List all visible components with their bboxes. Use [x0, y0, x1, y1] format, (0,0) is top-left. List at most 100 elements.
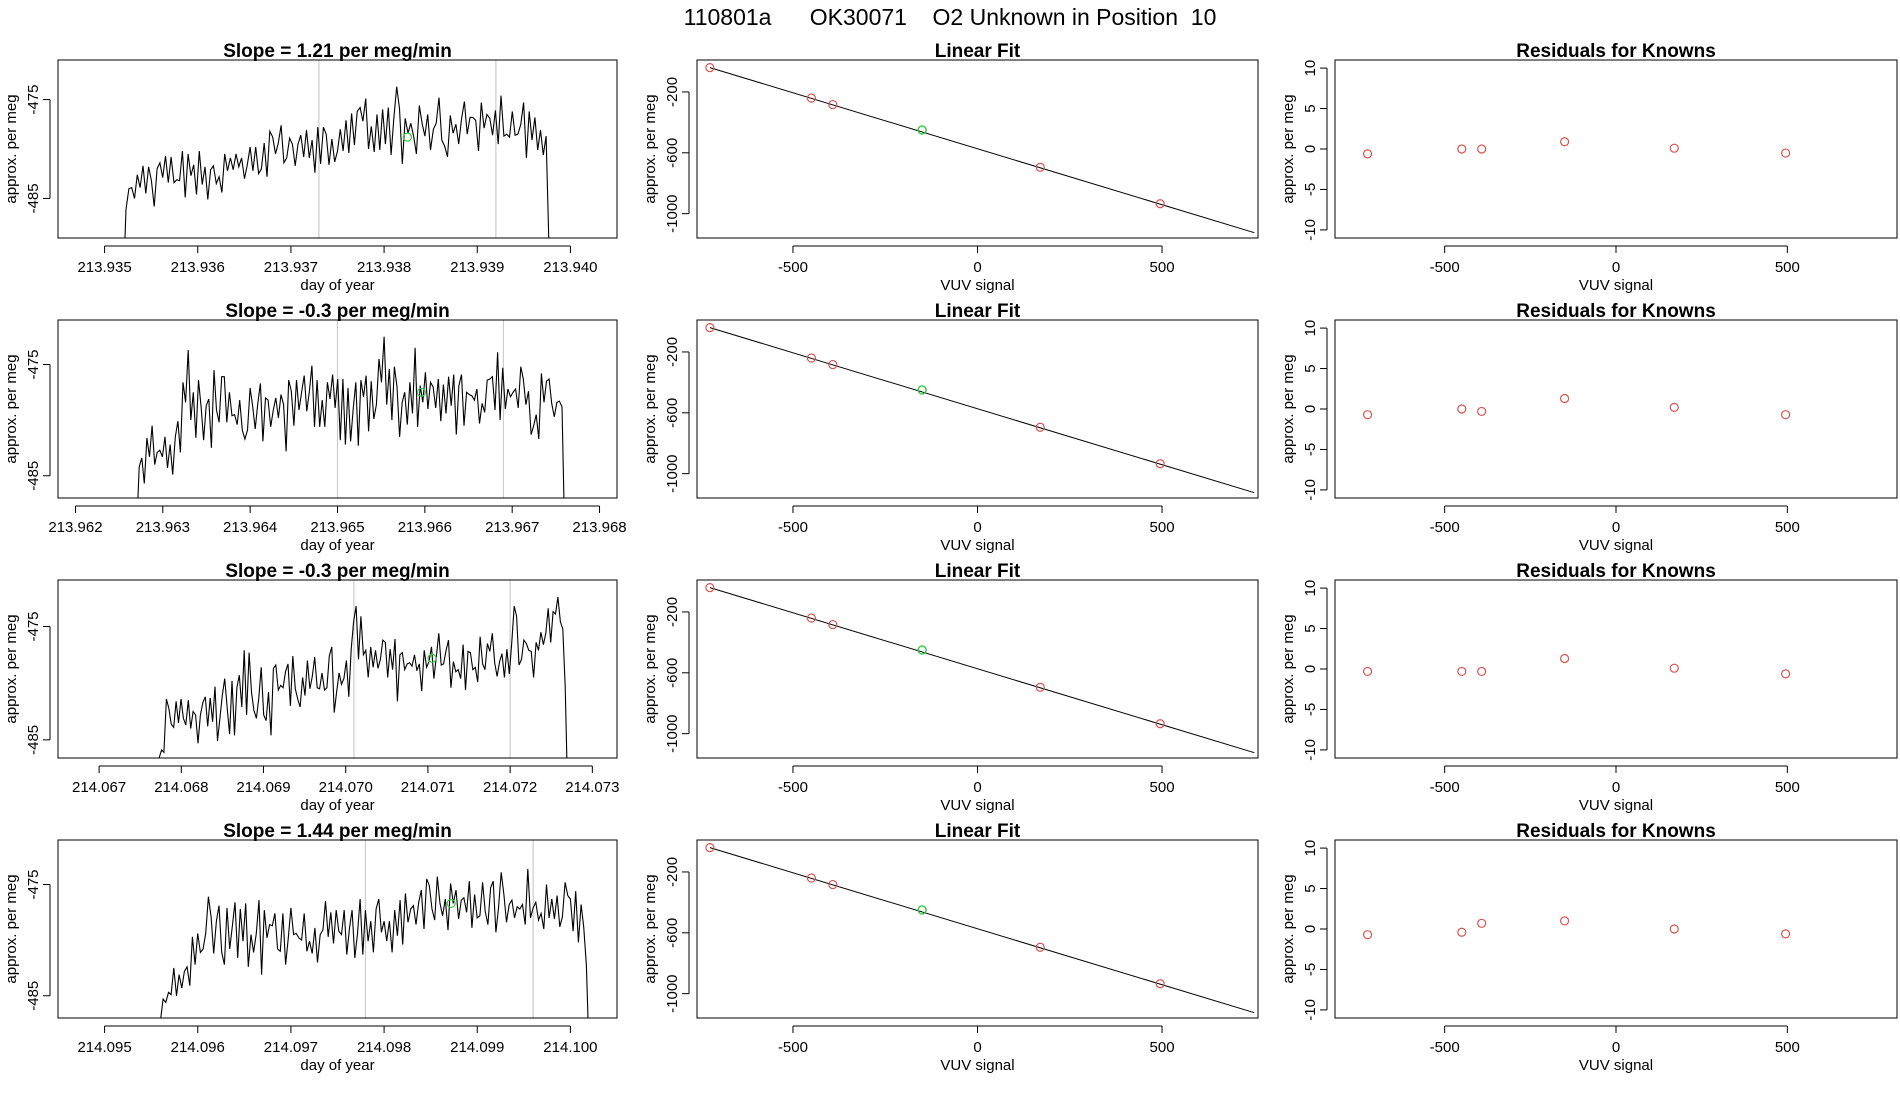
plot-area — [1362, 137, 1791, 159]
y-tick-label: 0 — [1302, 145, 1319, 153]
series-line — [158, 596, 568, 758]
x-axis: -500 0 500 — [778, 245, 1175, 276]
plot-frame — [1334, 579, 1898, 759]
x-tick-label: 214.097 — [264, 1039, 318, 1056]
x-tick-label: 214.096 — [171, 1039, 225, 1056]
y-axis-label: approx. per meg — [642, 354, 659, 463]
y-tick-label: -200 — [664, 337, 681, 367]
y-tick-label: 0 — [1302, 925, 1319, 933]
plot-area — [158, 580, 568, 758]
fit-line — [709, 847, 1255, 1014]
residual-point — [1669, 143, 1679, 153]
y-axis: 10 5 0 -5 -10 — [1302, 320, 1328, 501]
y-tick-label: 5 — [1302, 624, 1319, 632]
x-tick-label: -500 — [778, 779, 808, 796]
x-tick-label: 500 — [1775, 779, 1800, 796]
known-point — [1035, 682, 1045, 692]
plot-area — [1362, 916, 1791, 940]
y-tick-label: -10 — [1302, 739, 1319, 761]
panel-title: Residuals for Knowns — [1516, 821, 1716, 842]
x-axis-label: VUV signal — [1579, 277, 1653, 294]
x-tick-label: 214.071 — [401, 779, 455, 796]
plot-frame — [1334, 319, 1898, 499]
y-tick-label: -1000 — [664, 194, 681, 232]
y-axis-label: approx. per meg — [1280, 94, 1297, 203]
panel-time-series-row-2: 213.962 213.963 213.964 213.965 213.966 213.9… — [3, 301, 627, 554]
x-tick-label: 0 — [1612, 1039, 1620, 1056]
unknown-point — [917, 645, 927, 655]
unknown-point — [427, 653, 437, 663]
y-tick-label: -5 — [1302, 443, 1319, 456]
y-tick-label: -475 — [25, 611, 42, 641]
known-point — [806, 613, 817, 623]
panel-linear-fit-row-4: -500 0 500 -200 -600 -1000 Linear Fit VUV signa… — [642, 821, 1259, 1074]
plot-frame — [696, 59, 1259, 239]
residual-point — [1559, 393, 1570, 404]
y-tick-label: 10 — [1302, 840, 1319, 857]
x-tick-label: 213.937 — [264, 259, 318, 276]
x-axis: 213.962 213.963 213.964 213.965 213.966 213.9… — [48, 505, 627, 536]
y-axis-label: approx. per meg — [642, 874, 659, 983]
y-tick-label: -475 — [25, 869, 42, 899]
x-axis-label: VUV signal — [940, 277, 1014, 294]
unknown-point — [917, 905, 927, 915]
x-axis: 213.935 213.936 213.937 213.938 213.939 213.9… — [77, 245, 598, 276]
residual-point — [1477, 666, 1487, 677]
series-line — [160, 868, 589, 1018]
y-tick-label: 10 — [1302, 60, 1319, 77]
plot-frame — [696, 839, 1259, 1019]
panel-time-series-row-1: 213.935 213.936 213.937 213.938 213.939 213.9… — [3, 41, 618, 294]
y-axis-label: approx. per meg — [3, 354, 20, 463]
y-tick-label: -485 — [25, 725, 42, 755]
y-tick-label: -5 — [1302, 963, 1319, 976]
x-tick-label: -500 — [778, 259, 808, 276]
x-axis-label: day of year — [300, 1057, 374, 1074]
x-axis-label: day of year — [300, 277, 374, 294]
fit-line — [709, 327, 1255, 494]
panel-time-series-row-4: 214.095 214.096 214.097 214.098 214.099 214.1… — [3, 821, 618, 1074]
y-tick-label: -10 — [1302, 999, 1319, 1021]
y-axis-label: approx. per meg — [642, 614, 659, 723]
y-tick-label: -5 — [1302, 183, 1319, 196]
panel-residuals-row-1: -500 0 500 10 5 0 -5 -10 Residuals for Knowns VUV… — [1280, 41, 1898, 294]
x-tick-label: 214.067 — [72, 779, 126, 796]
y-axis: -200 -600 -1000 — [664, 857, 690, 1013]
y-axis: -200 -600 -1000 — [664, 77, 690, 233]
panel-title: Residuals for Knowns — [1516, 301, 1716, 322]
x-tick-label: 214.069 — [236, 779, 290, 796]
x-axis: -500 0 500 — [1430, 505, 1800, 536]
y-tick-label: 5 — [1302, 364, 1319, 372]
panel-title: Linear Fit — [935, 821, 1021, 842]
plot-area — [124, 60, 550, 238]
x-tick-label: 214.098 — [357, 1039, 411, 1056]
y-tick-label: 5 — [1302, 104, 1319, 112]
unknown-point — [917, 125, 927, 135]
panel-title: Slope = -0.3 per meg/min — [225, 301, 449, 322]
x-tick-label: 214.068 — [154, 779, 208, 796]
series-line — [137, 336, 565, 498]
x-axis: 214.067 214.068 214.069 214.070 214.071 214.0… — [72, 765, 619, 796]
plot-frame — [696, 579, 1259, 759]
residual-point — [1669, 402, 1679, 412]
x-tick-label: 0 — [1612, 519, 1620, 536]
panel-title: Slope = 1.44 per meg/min — [223, 821, 452, 842]
x-tick-label: 500 — [1150, 779, 1175, 796]
known-point — [828, 879, 838, 890]
y-tick-label: -1000 — [664, 974, 681, 1012]
x-axis-label: VUV signal — [1579, 537, 1653, 554]
residual-point — [1781, 929, 1791, 939]
panel-title: Linear Fit — [935, 561, 1021, 582]
x-axis-label: VUV signal — [940, 537, 1014, 554]
residual-point — [1781, 410, 1791, 420]
residual-point — [1559, 137, 1570, 147]
known-point — [828, 359, 838, 370]
y-axis-label: approx. per meg — [642, 94, 659, 203]
unknown-point — [416, 387, 426, 397]
residual-point — [1457, 927, 1467, 937]
x-tick-label: -500 — [1430, 519, 1460, 536]
x-tick-label: -500 — [778, 519, 808, 536]
plot-area — [705, 323, 1255, 494]
x-tick-label: 213.939 — [450, 259, 504, 276]
y-tick-label: -475 — [25, 85, 42, 115]
